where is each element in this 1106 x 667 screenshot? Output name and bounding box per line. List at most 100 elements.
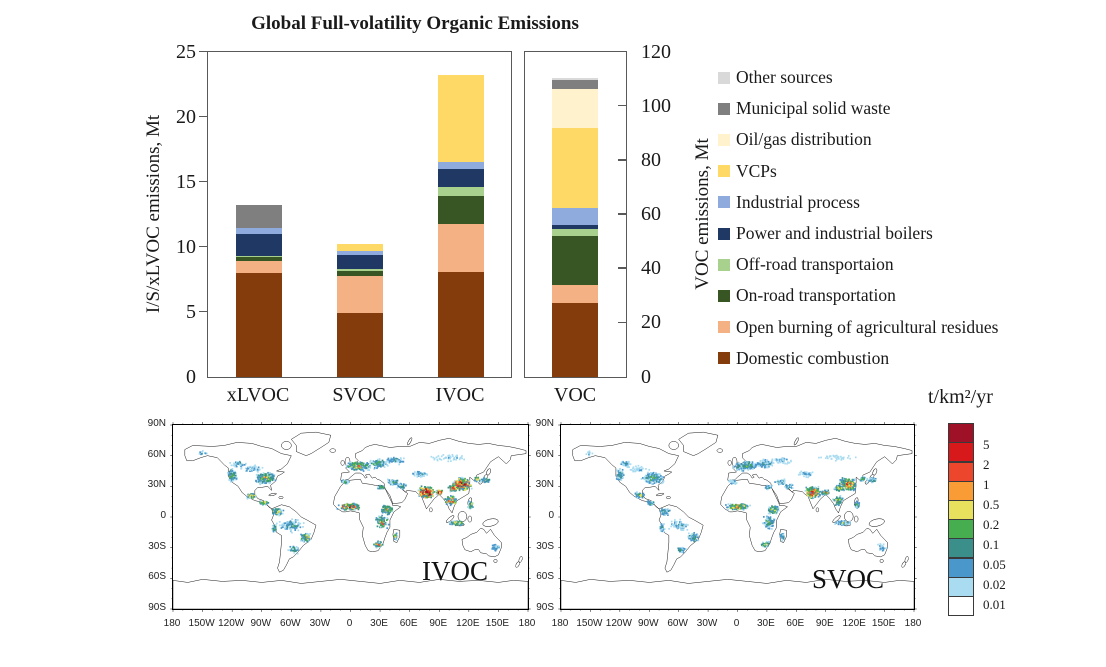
bar-segment <box>236 228 282 235</box>
colorbar-segment <box>948 462 974 482</box>
right-axis-tick <box>618 267 626 269</box>
category-label-IVOC: IVOC <box>415 384 505 407</box>
legend-item: Open burning of agricultural residues <box>718 312 1088 343</box>
figure-title: Global Full-volatility Organic Emissions <box>180 13 650 35</box>
legend-item: Other sources <box>718 62 1088 93</box>
legend-item: Off-road transportaion <box>718 249 1088 280</box>
lat-tick-label: 30S <box>138 542 166 552</box>
colorbar-segment <box>948 558 974 578</box>
colorbar-tick-label: 0.2 <box>983 518 999 531</box>
bar-segment <box>552 78 598 81</box>
colorbar-segment <box>948 538 974 558</box>
legend-label: Industrial process <box>736 192 860 213</box>
map-label-ivoc: IVOC <box>422 558 488 585</box>
legend-label: Domestic combustion <box>736 348 889 369</box>
legend-label: Oil/gas distribution <box>736 129 872 150</box>
right-axis-tick-label: 0 <box>641 367 651 387</box>
left-axis-tick-label: 15 <box>150 172 196 192</box>
stacked-bar-SVOC <box>337 244 383 377</box>
colorbar-segment <box>948 577 974 597</box>
legend-label: Other sources <box>736 67 833 88</box>
colorbar-tick-label: 2 <box>983 458 990 471</box>
bar-segment <box>236 256 282 257</box>
bar-segment <box>337 244 383 251</box>
legend-item: Municipal solid waste <box>718 93 1088 124</box>
bar-segment <box>552 285 598 303</box>
lat-tick-label: 0 <box>138 511 166 521</box>
category-label-xLVOC: xLVOC <box>213 384 303 407</box>
bar-segment <box>552 89 598 128</box>
bar-segment <box>552 236 598 285</box>
bar-segment <box>236 205 282 228</box>
lat-tick-label: 30N <box>138 480 166 490</box>
lat-tick-label: 60N <box>138 450 166 460</box>
bar-segment <box>552 208 598 225</box>
legend-label: Open burning of agricultural residues <box>736 317 998 338</box>
bar-segment <box>337 271 383 276</box>
category-label-VOC: VOC <box>530 384 620 407</box>
bar-segment <box>438 162 484 169</box>
legend-item: VCPs <box>718 156 1088 187</box>
legend-swatch <box>718 352 730 364</box>
left-axis-tick-label: 5 <box>150 302 196 322</box>
bar-segment <box>438 75 484 162</box>
bar-segment <box>438 272 484 377</box>
lat-tick-label: 60S <box>526 572 554 582</box>
bar-segment <box>236 234 282 256</box>
colorbar-segment <box>948 481 974 501</box>
lat-tick-label: 30S <box>526 542 554 552</box>
legend-swatch <box>718 134 730 146</box>
map-label-svoc: SVOC <box>812 566 884 593</box>
legend-swatch <box>718 72 730 84</box>
colorbar <box>948 424 974 616</box>
right-axis-tick-label: 20 <box>641 312 661 332</box>
legend-swatch <box>718 228 730 240</box>
bar-segment <box>337 251 383 256</box>
bar-segment <box>552 225 598 229</box>
lon-tick-label: 180 <box>509 619 545 629</box>
right-axis-tick-label: 60 <box>641 204 661 224</box>
colorbar-tick-label: 0.05 <box>983 558 1006 571</box>
legend-label: On-road transportation <box>736 285 896 306</box>
colorbar-title: t/km²/yr <box>928 386 1028 409</box>
legend: Other sources Municipal solid waste Oil/ga… <box>718 62 1088 374</box>
left-axis-tick-label: 20 <box>150 107 196 127</box>
colorbar-tick-label: 0.02 <box>983 578 1006 591</box>
right-axis-tick <box>618 213 626 215</box>
left-axis-tick <box>199 51 207 53</box>
bar-segment <box>337 255 383 269</box>
bar-segment <box>438 196 484 223</box>
left-axis-tick <box>199 116 207 118</box>
legend-swatch <box>718 196 730 208</box>
bar-segment <box>552 80 598 88</box>
bar-segment <box>337 313 383 377</box>
colorbar-tick-label: 0.1 <box>983 538 999 551</box>
legend-swatch <box>718 165 730 177</box>
bar-segment <box>438 169 484 187</box>
legend-label: Municipal solid waste <box>736 98 891 119</box>
legend-item: Power and industrial boilers <box>718 218 1088 249</box>
colorbar-segment <box>948 519 974 539</box>
legend-swatch <box>718 103 730 115</box>
legend-item: Oil/gas distribution <box>718 124 1088 155</box>
emissions-figure: Global Full-volatility Organic Emissions… <box>0 0 1106 667</box>
category-label-SVOC: SVOC <box>314 384 404 407</box>
left-axis-tick <box>199 181 207 183</box>
bar-segment <box>236 257 282 260</box>
right-axis-tick-label: 80 <box>641 150 661 170</box>
lon-tick-label: 180 <box>895 619 931 629</box>
legend-label: VCPs <box>736 161 777 182</box>
colorbar-tick-label: 0.01 <box>983 598 1006 611</box>
colorbar-tick-label: 5 <box>983 438 990 451</box>
legend-item: On-road transportation <box>718 280 1088 311</box>
legend-swatch <box>718 259 730 271</box>
colorbar-segment <box>948 423 974 443</box>
bar-segment <box>236 261 282 273</box>
bar-segment <box>438 224 484 272</box>
colorbar-segment <box>948 442 974 462</box>
bar-plot-VOC <box>524 51 627 378</box>
colorbar-segment <box>948 596 974 616</box>
legend-item: Industrial process <box>718 187 1088 218</box>
right-axis-tick-label: 40 <box>641 258 661 278</box>
stacked-bar-VOC <box>552 78 598 377</box>
